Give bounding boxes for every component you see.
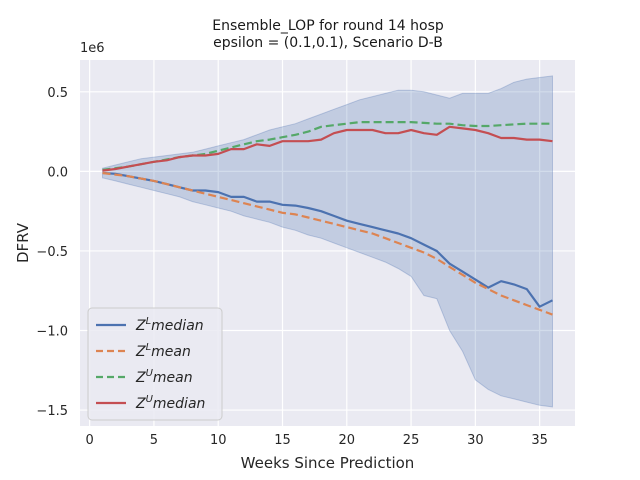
grid-lines bbox=[80, 60, 575, 426]
y-tick-label: −1.0 bbox=[36, 325, 68, 340]
x-axis-label: Weeks Since Prediction bbox=[241, 454, 415, 472]
y-tick-label: −1.5 bbox=[36, 404, 68, 419]
confidence-band bbox=[102, 75, 553, 408]
y-tick-label: 0.5 bbox=[47, 86, 68, 101]
x-tick-label: 20 bbox=[339, 433, 356, 448]
y-tick-label: 0.0 bbox=[47, 165, 68, 180]
series-lines bbox=[102, 120, 553, 316]
legend-label: ZUmedian bbox=[135, 394, 205, 412]
legend-label: ZUmean bbox=[135, 368, 193, 386]
tick-labels: 0 5 10 15 20 25 30 35 0.5 0.0 −0.5 −1.0 −1.5 bbox=[36, 86, 547, 448]
x-tick-label: 0 bbox=[86, 433, 94, 448]
series-line-zu-median bbox=[102, 125, 553, 172]
legend-label: ZLmedian bbox=[135, 316, 204, 334]
chart-subtitle: epsilon = (0.1,0.1), Scenario D-B bbox=[213, 35, 443, 51]
y-axis-label: DFRV bbox=[14, 222, 32, 263]
x-tick-label: 10 bbox=[210, 433, 227, 448]
x-tick-label: 5 bbox=[150, 433, 158, 448]
y-offset-text: 1e6 bbox=[80, 41, 105, 56]
x-tick-label: 15 bbox=[274, 433, 291, 448]
series-line-zl-mean bbox=[102, 171, 553, 316]
chart-title: Ensemble_LOP for round 14 hosp bbox=[212, 18, 444, 34]
x-tick-label: 35 bbox=[531, 433, 548, 448]
x-tick-label: 30 bbox=[467, 433, 484, 448]
legend-box bbox=[87, 307, 223, 421]
legend: ZLmedian ZLmean ZUmean ZUmedian bbox=[87, 307, 223, 421]
confidence-band-group bbox=[102, 75, 553, 408]
legend-label: ZLmean bbox=[135, 342, 191, 360]
y-tick-label: −0.5 bbox=[36, 245, 68, 260]
x-tick-label: 25 bbox=[403, 433, 420, 448]
